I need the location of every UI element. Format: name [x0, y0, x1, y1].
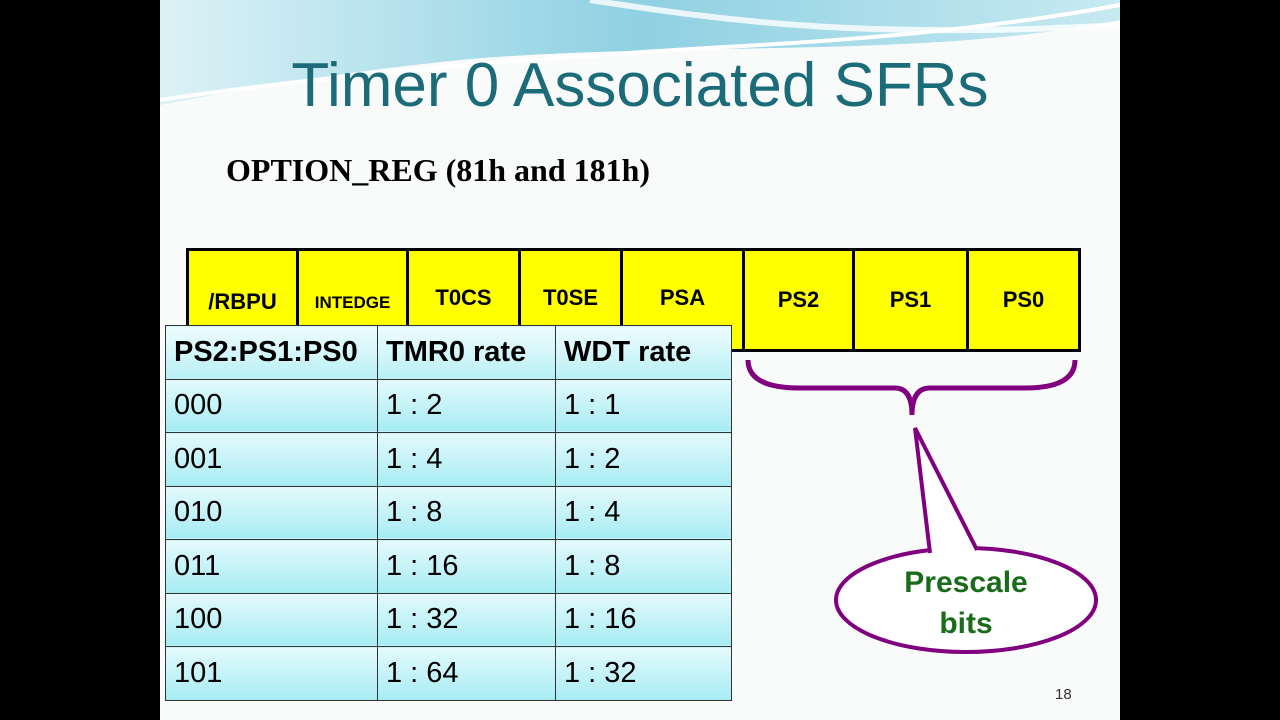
table-row: 100 1 : 32 1 : 16 — [165, 592, 732, 647]
header-cell: WDT rate — [555, 325, 732, 380]
table-cell: 1 : 16 — [377, 539, 556, 594]
slide: Timer 0 Associated SFRs OPTION_REG (81h … — [160, 0, 1120, 720]
table-row: 101 1 : 64 1 : 32 — [165, 646, 732, 701]
table-cell: 1 : 1 — [555, 378, 732, 433]
table-row: 011 1 : 16 1 : 8 — [165, 539, 732, 594]
table-cell: 1 : 32 — [377, 592, 556, 647]
table-cell: 101 — [165, 646, 378, 701]
register-heading: OPTION_REG (81h and 181h) — [226, 152, 651, 188]
table-cell: 1 : 2 — [377, 378, 556, 433]
register-bit: PS0 — [966, 248, 1081, 352]
decoration — [160, 0, 1120, 654]
header-cell: PS2:PS1:PS0 — [165, 325, 378, 380]
slide-title: Timer 0 Associated SFRs — [291, 51, 989, 120]
table-cell: 1 : 64 — [377, 646, 556, 701]
table-cell: 011 — [165, 539, 378, 594]
table-cell: 100 — [165, 592, 378, 647]
table-cell: 001 — [165, 432, 378, 487]
header-cell: TMR0 rate — [377, 325, 556, 380]
table-cell: 000 — [165, 378, 378, 433]
table-cell: 1 : 2 — [555, 432, 732, 487]
register-bit: PS1 — [852, 248, 969, 352]
table-cell: 1 : 4 — [377, 432, 556, 487]
table-cell: 1 : 8 — [377, 485, 556, 540]
callout-label: Prescale bits — [904, 566, 1028, 640]
register-bit: PS2 — [742, 248, 855, 352]
table-header-row: PS2:PS1:PS0 TMR0 rate WDT rate — [165, 325, 732, 380]
table-cell: 1 : 16 — [555, 592, 732, 647]
table-cell: 010 — [165, 485, 378, 540]
table-cell: 1 : 4 — [555, 485, 732, 540]
page-number: 18 — [1055, 686, 1072, 703]
table-cell: 1 : 32 — [555, 646, 732, 701]
table-cell: 1 : 8 — [555, 539, 732, 594]
